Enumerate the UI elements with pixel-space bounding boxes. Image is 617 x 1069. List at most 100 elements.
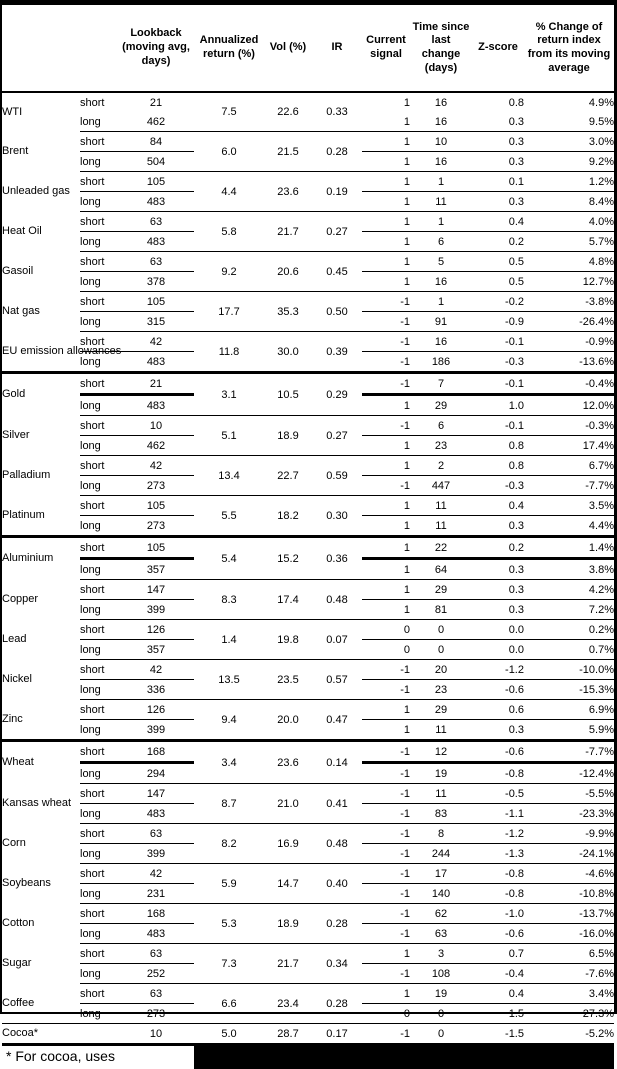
lookback-value: 147 <box>118 579 194 600</box>
side-label: long <box>80 231 118 252</box>
commodity-name: Corn <box>2 837 26 850</box>
side-label: short <box>80 579 118 600</box>
time-since-value: 16 <box>410 151 472 172</box>
time-since-value: 16 <box>410 271 472 292</box>
signal-value: -1 <box>362 659 410 680</box>
table-row: long 273 1 11 0.3 4.4% <box>2 515 614 537</box>
ir-value: 0.27 <box>312 415 362 456</box>
lookback-value: 105 <box>118 495 194 516</box>
zscore-value: 1.0 <box>472 393 524 416</box>
side-label: long <box>80 843 118 864</box>
commodity-group: Cotton short 168 5.3 18.9 0.28 -1 62 -1.0 -13.7% l… <box>2 903 614 944</box>
side-label: long <box>80 719 118 741</box>
vol-value: 18.9 <box>264 903 312 944</box>
vol-value: 30.0 <box>264 331 312 373</box>
pct-change-value: 7.2% <box>524 599 614 620</box>
side-label: long <box>80 639 118 660</box>
side-label: long <box>80 115 101 128</box>
commodity-group: Cocoa* 10 5.0 28.7 0.17 -1 0 -1.5 -5.2% <box>2 1023 614 1045</box>
time-since-value: 91 <box>410 311 472 332</box>
time-since-value: 5 <box>410 251 472 272</box>
pct-change-value: 8.4% <box>524 191 614 212</box>
annualized-return-value: 7.5 <box>221 106 237 118</box>
side-label: long <box>80 393 118 416</box>
commodity-name: Soybeans <box>2 877 51 890</box>
vol-value: 23.6 <box>264 171 312 212</box>
pct-change-value: -5.2% <box>524 1023 614 1045</box>
commodity-group: Nat gas short 105 17.7 35.3 0.50 -1 1 -0.2 -3.8% l… <box>2 291 614 332</box>
table-row: long 483 1 29 1.0 12.0% <box>2 393 614 416</box>
commodity-group: Lead short 126 1.4 19.8 0.07 0 0 0.0 0.2% long 357 0… <box>2 619 614 660</box>
signal-value: -1 <box>362 475 410 496</box>
table-row: Sugar short 63 7.3 21.7 0.34 1 3 0.7 6.5% <box>2 943 614 984</box>
side-label: long <box>80 515 118 537</box>
zscore-value: 0.2 <box>472 231 524 252</box>
pct-change-value: -10.8% <box>524 883 614 904</box>
zscore-value: 0.4 <box>472 211 524 232</box>
lookback-value: 42 <box>118 455 194 476</box>
commodity-name: Gold <box>2 371 80 416</box>
lookback-value: 63 <box>118 823 194 844</box>
commodity-group: Heat Oil short 63 5.8 21.7 0.27 1 1 0.4 4.0% long 4… <box>2 211 614 252</box>
time-since-value: 19 <box>410 983 472 1004</box>
commodity-name: Copper <box>2 593 39 606</box>
table-row: Gold short 21 3.1 10.5 0.29 -1 7 -0.1 -0.4% <box>2 371 614 416</box>
zscore-value: -0.6 <box>472 739 524 763</box>
annualized-return-value: 4.4 <box>194 171 264 212</box>
time-since-value: 22 <box>410 535 472 559</box>
table-row: Unleaded gas short 105 4.4 23.6 0.19 1 1 0.1 1.2% <box>2 171 614 212</box>
vol-value: 23.4 <box>264 983 312 1024</box>
time-since-value: 447 <box>410 475 472 496</box>
pct-change-value: -4.6% <box>524 863 614 884</box>
side-label: long <box>80 351 118 373</box>
zscore-value: -0.5 <box>472 783 524 804</box>
signal-value: -1 <box>362 311 410 332</box>
zscore-value: 0.1 <box>472 171 524 192</box>
table-row: Zinc short 126 9.4 20.0 0.47 1 29 0.6 6.9% <box>2 699 614 741</box>
side-label: long <box>80 311 118 332</box>
lookback-value: 462 <box>146 115 166 128</box>
zscore-value: 0.6 <box>472 699 524 720</box>
zscore-value: -0.3 <box>472 475 524 496</box>
table-row: long 483 -1 186 -0.3 -13.6% <box>2 351 614 373</box>
time-since-value: 108 <box>410 963 472 984</box>
pct-change-value: 3.0% <box>524 131 614 152</box>
pct-change-value: -5.5% <box>524 783 614 804</box>
side-label: short <box>80 535 118 559</box>
vol-value: 15.2 <box>264 535 312 580</box>
signal-value: 1 <box>362 131 410 152</box>
signal-value: 1 <box>362 599 410 620</box>
pct-change-value: 12.0% <box>524 393 614 416</box>
zscore-value: -0.9 <box>472 311 524 332</box>
annualized-return-value: 5.0 <box>194 1023 264 1045</box>
column-header-name <box>2 5 80 93</box>
table-row: long 399 1 11 0.3 5.9% <box>2 719 614 741</box>
vol-value: 28.7 <box>264 1023 312 1045</box>
lookback-value: 357 <box>118 557 194 580</box>
pct-change-value: 9.2% <box>524 151 614 172</box>
pct-change-value: 3.5% <box>524 495 614 516</box>
pct-change-value: 4.9% <box>588 96 614 109</box>
signal-value: 1 <box>362 579 410 600</box>
pct-change-value: 0.2% <box>524 619 614 640</box>
side-label: long <box>80 191 118 212</box>
lookback-value: 147 <box>118 783 194 804</box>
time-since-value: 244 <box>410 843 472 864</box>
signal-value: 1 <box>403 115 410 128</box>
zscore-value: 0.8 <box>472 455 524 476</box>
ir-value: 0.34 <box>312 943 362 984</box>
time-since-value: 11 <box>410 783 472 804</box>
commodity-group: WTI short 21 7.5 22.6 0.33 1 16 0.8 4.9% long 462 1 1… <box>2 92 614 132</box>
lookback-value: 483 <box>118 923 194 944</box>
footnote-text: * For cocoa, uses <box>6 1048 115 1064</box>
commodity-name: Coffee <box>2 996 35 1009</box>
signal-value: -1 <box>362 863 410 884</box>
lookback-value: 399 <box>118 843 194 864</box>
table-row: long 462 1 23 0.8 17.4% <box>2 435 614 456</box>
table-row: Soybeans short 42 5.9 14.7 0.40 -1 17 -0.8 -4.6% <box>2 863 614 904</box>
vol-value: 14.7 <box>264 863 312 904</box>
lookback-value: 21 <box>118 371 194 395</box>
time-since-value: 186 <box>410 351 472 373</box>
side-label: long <box>80 761 118 784</box>
time-since-value: 81 <box>410 599 472 620</box>
